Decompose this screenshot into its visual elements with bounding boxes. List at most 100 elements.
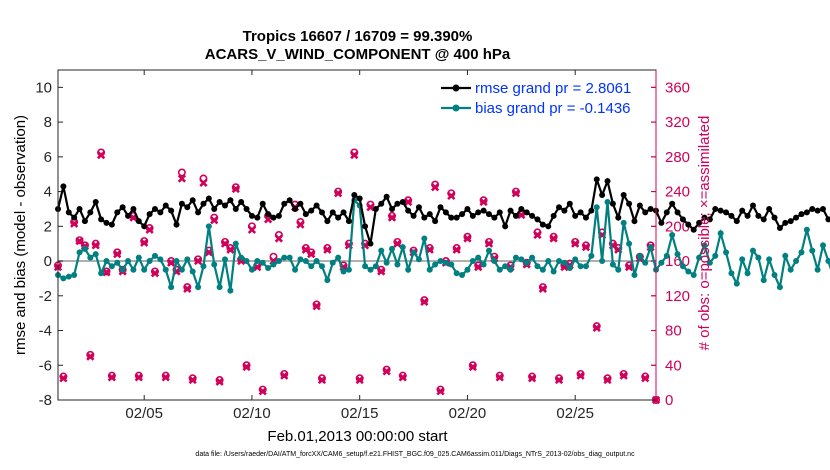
bias-point — [108, 263, 115, 270]
bias-point — [593, 204, 600, 211]
bias-point — [577, 263, 584, 270]
bias-point — [502, 263, 509, 270]
rmse-point — [464, 205, 471, 212]
bias-point — [556, 258, 563, 265]
obs-assimilated-marker — [59, 374, 68, 383]
bias-point — [162, 266, 169, 273]
rmse-point — [265, 211, 272, 218]
obs-assimilated-marker — [619, 371, 628, 380]
rmse-point — [421, 214, 428, 221]
bias-point — [146, 258, 153, 265]
y-tick-label: 8 — [44, 114, 52, 131]
rmse-point — [642, 209, 649, 216]
bias-point — [782, 252, 789, 259]
bias-point — [566, 265, 573, 271]
bias-point — [642, 259, 649, 266]
y2-tick-label: 0 — [665, 392, 673, 409]
rmse-point — [696, 219, 703, 226]
rmse-point — [92, 199, 99, 205]
bias-point — [394, 261, 401, 268]
rmse-point — [378, 200, 385, 207]
rmse-point — [539, 221, 546, 228]
bias-point — [776, 284, 783, 291]
rmse-point — [275, 212, 282, 219]
bias-point — [378, 247, 385, 254]
bias-point — [604, 199, 611, 205]
obs-assimilated-marker — [484, 239, 494, 248]
bias-point — [679, 263, 686, 270]
rmse-point — [609, 200, 616, 207]
bias-point — [65, 273, 72, 280]
bias-point — [265, 265, 272, 271]
bias-point — [599, 258, 606, 265]
x-tick-label: 02/15 — [341, 405, 379, 422]
bias-point — [308, 263, 315, 270]
rmse-point — [502, 223, 509, 230]
rmse-point — [415, 204, 422, 211]
rmse-point — [626, 200, 633, 207]
rmse-point — [108, 221, 115, 228]
bias-point — [399, 244, 406, 251]
obs-assimilated-marker — [592, 323, 601, 333]
obs-possible-marker — [177, 168, 186, 177]
bias-point — [437, 258, 444, 265]
rmse-point — [205, 195, 212, 202]
bias-point — [523, 259, 530, 266]
bias-point — [345, 266, 352, 273]
data-file-footnote: data file: /Users/raeder/DAI/ATM_forcXX/… — [195, 451, 635, 458]
y2-tick-label: 320 — [665, 114, 690, 131]
rmse-point — [178, 200, 185, 207]
bias-point — [658, 259, 665, 266]
y-tick-label: -8 — [39, 392, 52, 409]
rmse-point — [383, 193, 390, 200]
bias-point — [141, 266, 148, 273]
rmse-point — [216, 199, 223, 205]
rmse-point — [679, 216, 686, 223]
chart-title: Tropics 16607 / 16709 = 99.390% — [242, 28, 473, 45]
rmse-point — [248, 212, 255, 219]
bias-point — [459, 271, 466, 278]
rmse-point — [771, 214, 778, 221]
rmse-point — [399, 199, 406, 205]
obs-assimilated-marker — [86, 352, 95, 361]
rmse-point — [157, 209, 164, 216]
rmse-point — [362, 223, 369, 230]
bias-point — [286, 254, 293, 261]
bias-point — [324, 277, 331, 284]
obs-assimilated-marker — [398, 373, 407, 382]
rmse-point — [313, 202, 320, 209]
rmse-point — [98, 216, 105, 223]
rmse-point — [389, 205, 396, 212]
obs-assimilated-marker — [188, 375, 197, 385]
rmse-point — [189, 197, 196, 204]
bias-point — [318, 263, 325, 270]
rmse-point — [561, 207, 568, 214]
bias-point — [205, 223, 212, 230]
rmse-point — [496, 209, 503, 216]
bias-point — [803, 226, 810, 233]
x-tick-label: 02/20 — [449, 405, 487, 422]
obs-assimilated-marker — [527, 374, 537, 383]
rmse-point — [728, 212, 735, 219]
bias-point — [426, 266, 433, 273]
bias-point — [442, 259, 449, 266]
rmse-point — [685, 221, 692, 228]
bias-point — [432, 261, 439, 268]
rmse-point — [793, 214, 800, 221]
rmse-point — [437, 204, 444, 211]
bias-point — [281, 254, 288, 261]
obs-assimilated-marker — [382, 367, 391, 376]
rmse-point — [426, 211, 433, 218]
rmse-point — [227, 197, 234, 204]
x-tick-label: 02/05 — [125, 405, 163, 422]
bias-point — [405, 266, 412, 273]
obs-assimilated-marker — [307, 249, 316, 259]
rmse-point — [701, 214, 708, 221]
bias-point — [733, 280, 740, 287]
bias-point — [98, 270, 105, 277]
bias-point — [383, 259, 390, 266]
rmse-point — [545, 223, 552, 230]
rmse-point — [582, 214, 589, 221]
obs-assimilated-marker — [242, 362, 251, 372]
rmse-point — [162, 202, 169, 209]
